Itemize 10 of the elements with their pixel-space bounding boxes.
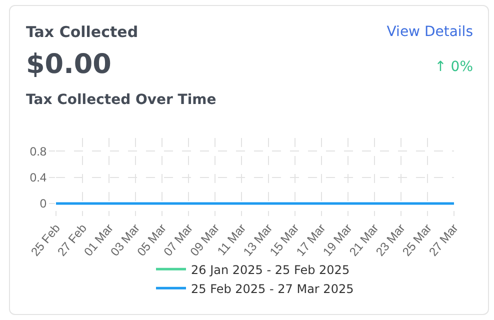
text: View Details [386,24,473,40]
text: ↑ 0% [434,59,473,75]
legend-label: 25 Feb 2025 - 27 Mar 2025 [191,282,354,296]
y-tick-label: 0.4 [30,170,47,184]
chart-title: Tax Collected [26,23,138,41]
chart-subtitle: Tax Collected Over Time [26,92,216,108]
text: $0.00 [26,49,112,80]
y-tick-label: 0.8 [30,144,47,158]
y-tick-label: 0 [40,196,47,211]
legend-label: 26 Jan 2025 - 25 Feb 2025 [191,262,350,277]
